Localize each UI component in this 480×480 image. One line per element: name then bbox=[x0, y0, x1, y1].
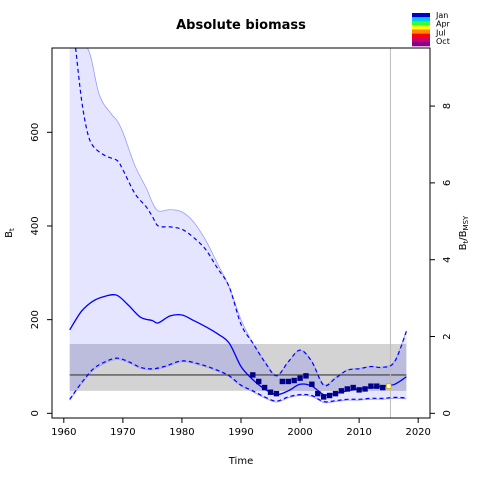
legend-swatch bbox=[412, 13, 430, 18]
y2-axis-label-mid: /B bbox=[458, 230, 469, 240]
y-tick-label: 0 bbox=[30, 410, 41, 416]
observation-point bbox=[350, 384, 356, 391]
observation-point bbox=[344, 386, 351, 392]
x-tick-label: 2020 bbox=[405, 427, 430, 438]
y2-axis-label-sub1: t bbox=[462, 240, 470, 243]
legend-swatch bbox=[412, 21, 430, 26]
observation-point bbox=[385, 383, 392, 389]
y2-axis-label-main: B bbox=[458, 243, 469, 250]
observation-point bbox=[374, 383, 380, 389]
observation-point bbox=[309, 381, 315, 387]
y-axis-label-sub: t bbox=[8, 228, 16, 231]
x-tick-label: 2000 bbox=[287, 427, 312, 438]
observation-point bbox=[338, 388, 345, 394]
x-tick-label: 1960 bbox=[51, 427, 76, 438]
observation-point bbox=[267, 389, 274, 395]
x-axis-label: Time bbox=[228, 456, 253, 467]
band-overlap bbox=[69, 344, 407, 391]
upper-dashed-line bbox=[75, 47, 407, 387]
observation-point bbox=[332, 390, 339, 397]
y2-tick-label: 8 bbox=[442, 103, 453, 109]
y2-tick-label: 2 bbox=[442, 333, 453, 339]
y-tick-label: 200 bbox=[30, 310, 41, 329]
observation-point bbox=[285, 378, 291, 385]
y2-axis-label-sub2: MSY bbox=[462, 215, 470, 230]
observation-point bbox=[256, 378, 262, 385]
observation-point bbox=[279, 378, 286, 385]
legend-swatch bbox=[412, 33, 430, 39]
x-tick-label: 1980 bbox=[169, 427, 194, 438]
observation-point bbox=[250, 372, 256, 378]
observation-point bbox=[291, 377, 297, 384]
x-tick-label: 1990 bbox=[228, 427, 253, 438]
y-tick-label: 400 bbox=[30, 216, 41, 235]
legend-swatch bbox=[412, 37, 430, 43]
x-tick-label: 1970 bbox=[110, 427, 135, 438]
y-tick-label: 600 bbox=[30, 123, 41, 142]
plot-area bbox=[69, 47, 407, 418]
observation-point bbox=[315, 390, 321, 397]
legend-label: Jul bbox=[435, 28, 446, 37]
observation-point bbox=[297, 375, 303, 381]
observation-point bbox=[261, 384, 268, 391]
legend-swatch bbox=[412, 41, 430, 47]
y2-tick-label: 0 bbox=[442, 410, 453, 416]
y2-tick-label: 6 bbox=[442, 180, 453, 186]
observation-point bbox=[368, 383, 374, 389]
x-tick-label: 2010 bbox=[346, 427, 371, 438]
y2-tick-label: 4 bbox=[442, 257, 453, 263]
legend-label: Jan bbox=[435, 11, 448, 20]
legend-label: Apr bbox=[436, 20, 451, 29]
legend-swatch bbox=[412, 29, 430, 34]
observation-point bbox=[320, 394, 327, 400]
observation-point bbox=[303, 373, 309, 379]
y-axis-label: Bt bbox=[4, 228, 16, 238]
chart-title: Absolute biomass bbox=[176, 18, 306, 33]
legend-label: Oct bbox=[436, 37, 450, 46]
confidence-envelope bbox=[69, 48, 407, 403]
legend-swatch bbox=[412, 25, 430, 30]
axes: 1960 1970 1980 1990 2000 2010 2020 0 200 400 600 0 2… bbox=[30, 103, 453, 438]
observation-point bbox=[356, 387, 362, 393]
y2-axis-label: Bt/BMSY bbox=[458, 215, 470, 250]
lower-dashed-line bbox=[69, 357, 407, 403]
observation-point bbox=[380, 384, 386, 391]
observation-point bbox=[362, 386, 368, 392]
legend-swatch bbox=[412, 17, 430, 22]
y-axis-label-main: B bbox=[4, 231, 15, 238]
observation-point bbox=[273, 390, 280, 397]
observation-point bbox=[326, 392, 333, 399]
